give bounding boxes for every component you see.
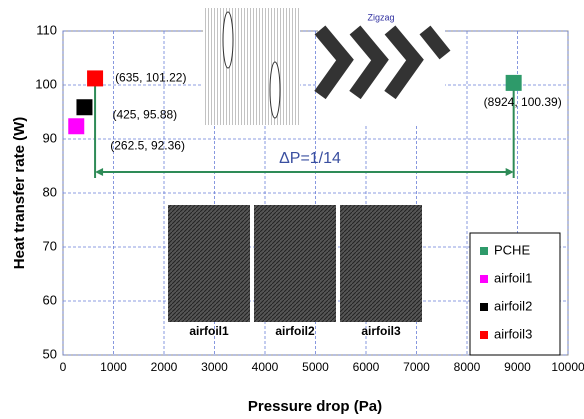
x-tick-label: 8000 — [454, 360, 481, 374]
legend-swatch — [480, 247, 488, 255]
data-label: (262.5, 92.36) — [110, 138, 185, 152]
inset-shape — [270, 62, 280, 118]
legend-label: PCHE — [494, 242, 530, 257]
legend-swatch — [480, 331, 488, 339]
y-tick-label: 70 — [43, 238, 57, 253]
y-tick-label: 90 — [43, 130, 57, 145]
inset-airfoil2 — [254, 205, 336, 322]
inset-label: airfoil1 — [189, 324, 229, 338]
zigzag-label: Zigzag — [367, 12, 394, 22]
point — [506, 75, 522, 91]
y-tick-label: 100 — [35, 76, 57, 91]
x-tick-label: 2000 — [151, 360, 178, 374]
legend-label: airfoil2 — [494, 298, 532, 313]
legend-swatch — [480, 275, 488, 283]
y-tick-label: 110 — [36, 22, 57, 37]
point — [87, 70, 103, 86]
legend-swatch — [480, 303, 488, 311]
point — [76, 99, 92, 115]
y-tick-label: 80 — [43, 184, 57, 199]
inset-airfoil1 — [168, 205, 250, 322]
x-tick-label: 4000 — [252, 360, 279, 374]
x-tick-label: 5000 — [302, 360, 329, 374]
y-axis-label: Heat transfer rate (W) — [11, 117, 28, 270]
chart: Heat transfer rate (W) Pressure drop (Pa… — [0, 0, 584, 419]
delta-p-label: ΔP=1/14 — [279, 150, 341, 167]
x-tick-label: 3000 — [201, 360, 228, 374]
inset-shape — [223, 12, 233, 68]
point — [68, 118, 84, 134]
y-tick-label: 50 — [43, 346, 57, 361]
inset-label: airfoil2 — [275, 324, 315, 338]
x-tick-label: 0 — [60, 360, 67, 374]
x-tick-label: 1000 — [100, 360, 127, 374]
x-axis-label: Pressure drop (Pa) — [248, 398, 382, 415]
page: Heat transfer rate (W) Pressure drop (Pa… — [0, 0, 584, 419]
inset-label: airfoil3 — [361, 324, 401, 338]
x-tick-label: 9000 — [504, 360, 531, 374]
inset-airfoil-top — [203, 8, 300, 125]
data-label: (635, 101.22) — [115, 71, 186, 85]
x-tick-label: 7000 — [403, 360, 430, 374]
legend-label: airfoil3 — [494, 326, 532, 341]
inset-airfoil3 — [340, 205, 422, 322]
x-tick-label: 10000 — [551, 360, 584, 374]
x-tick-label: 6000 — [353, 360, 380, 374]
y-tick-label: 60 — [43, 292, 57, 307]
data-label: (425, 95.88) — [112, 107, 177, 121]
data-label: (8924, 100.39) — [484, 95, 562, 109]
legend-label: airfoil1 — [494, 270, 532, 285]
